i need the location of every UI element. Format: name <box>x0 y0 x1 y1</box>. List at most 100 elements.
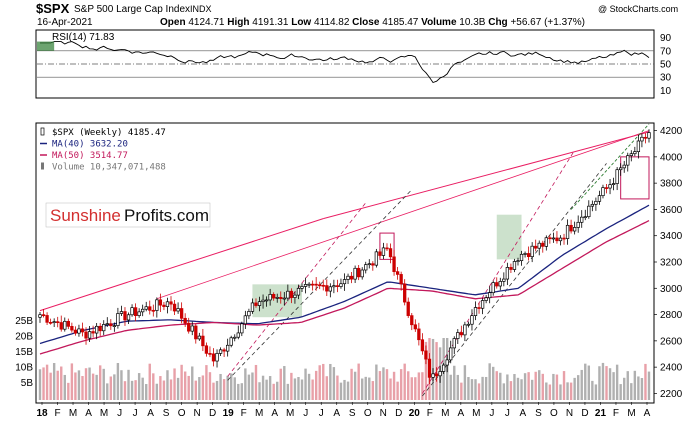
candle-body <box>87 331 92 339</box>
volume-bar <box>106 383 109 400</box>
x-tick-14: M <box>255 408 263 419</box>
ohlc-label-2: Low <box>288 17 314 28</box>
volume-bar <box>594 384 598 400</box>
volume-bar <box>116 363 120 400</box>
candle-body <box>491 282 495 294</box>
volume-bar <box>226 375 229 400</box>
volume-bar <box>272 383 275 400</box>
volume-bar <box>304 368 307 400</box>
volume-tick-5B: 5B <box>21 378 34 389</box>
y-tick-2800: 2800 <box>660 310 683 321</box>
candle-body <box>84 331 88 339</box>
legend-candle-icon <box>40 127 45 136</box>
ohlc-label-3: Close <box>349 17 382 28</box>
volume-bar <box>205 365 208 400</box>
volume-bar <box>615 364 619 400</box>
volume-bar <box>180 364 183 400</box>
x-tick-28: M <box>472 408 480 419</box>
candle-body <box>445 359 449 366</box>
ohlc-value-2: 4114.82 <box>314 17 350 28</box>
volume-bar <box>152 373 155 400</box>
volume-bar <box>562 371 566 400</box>
trend-line-4 <box>227 189 413 381</box>
candle-body <box>406 301 410 316</box>
candle-body <box>452 338 456 349</box>
candle-body <box>349 275 354 280</box>
y-tick-3400: 3400 <box>660 231 683 242</box>
rsi-tick-10: 10 <box>660 86 672 97</box>
y-tick-4000: 4000 <box>660 152 683 163</box>
candle-body <box>403 283 407 303</box>
y-tick-3000: 3000 <box>660 284 683 295</box>
volume-bar <box>268 376 272 400</box>
ohlc-value-1: 4191.31 <box>252 17 289 28</box>
candle-body <box>257 301 262 306</box>
volume-bar <box>484 376 488 400</box>
x-tick-33: O <box>550 408 558 419</box>
ohlc-value-3: 4185.47 <box>382 17 419 28</box>
x-tick-12: 19 <box>223 408 235 419</box>
candle-body <box>286 290 290 299</box>
volume-bar <box>389 378 392 400</box>
candle-body <box>289 290 294 298</box>
candle-body <box>303 284 308 287</box>
volume-bar <box>38 369 42 400</box>
volume-bar <box>541 373 544 400</box>
y-tick-2400: 2400 <box>660 363 683 374</box>
candle-body <box>413 324 417 330</box>
candle-body <box>572 227 577 232</box>
x-tick-30: J <box>505 408 510 419</box>
y-tick-3800: 3800 <box>660 179 683 190</box>
volume-bar <box>81 376 84 400</box>
candle-body <box>116 313 120 326</box>
volume-bar <box>534 371 537 400</box>
candle-body <box>52 321 56 324</box>
volume-bar <box>145 384 148 400</box>
candle-body <box>622 164 626 169</box>
candle-body <box>537 242 541 249</box>
x-tick-3: A <box>85 408 92 419</box>
candle-body <box>229 337 233 346</box>
ohlc-label-1: High <box>225 17 253 28</box>
x-tick-4: M <box>100 408 108 419</box>
candle-body <box>95 325 99 334</box>
candle-body <box>222 349 226 352</box>
candle-body <box>66 320 70 327</box>
volume-bar <box>637 376 640 400</box>
volume-bar <box>198 377 201 400</box>
index-name: S&P 500 Large Cap Index <box>74 4 190 15</box>
volume-bar <box>169 379 173 400</box>
candle-body <box>509 267 513 270</box>
x-tick-37: F <box>613 408 619 419</box>
volume-bar <box>155 383 159 400</box>
candle-body <box>162 304 166 307</box>
x-tick-18: J <box>319 408 324 419</box>
candle-body <box>250 302 255 312</box>
volume-bar <box>527 372 530 400</box>
volume-tick-15B: 15B <box>15 347 33 358</box>
x-tick-7: A <box>147 408 154 419</box>
candle-body <box>488 292 492 299</box>
volume-tick-25B: 25B <box>15 316 33 327</box>
volume-bar <box>378 371 382 400</box>
candle-body <box>477 307 481 309</box>
x-tick-25: F <box>427 408 433 419</box>
volume-bar <box>619 384 622 400</box>
candle-body <box>364 264 368 271</box>
trend-line-7 <box>570 123 650 210</box>
volume-bar <box>233 377 236 400</box>
volume-bar <box>467 377 470 400</box>
x-tick-11: D <box>209 408 216 419</box>
x-tick-2: M <box>69 408 77 419</box>
volume-bar <box>67 382 70 400</box>
volume-bar <box>49 372 52 400</box>
watermark-profits: Profits.com <box>124 206 209 225</box>
candle-body <box>105 323 109 326</box>
x-tick-38: M <box>627 408 635 419</box>
candle-body <box>254 302 258 306</box>
volume-tick-20B: 20B <box>15 332 33 343</box>
candle-body <box>615 169 619 184</box>
candle-body <box>240 323 244 334</box>
y-tick-3600: 3600 <box>660 205 683 216</box>
volume-bar <box>201 375 205 400</box>
